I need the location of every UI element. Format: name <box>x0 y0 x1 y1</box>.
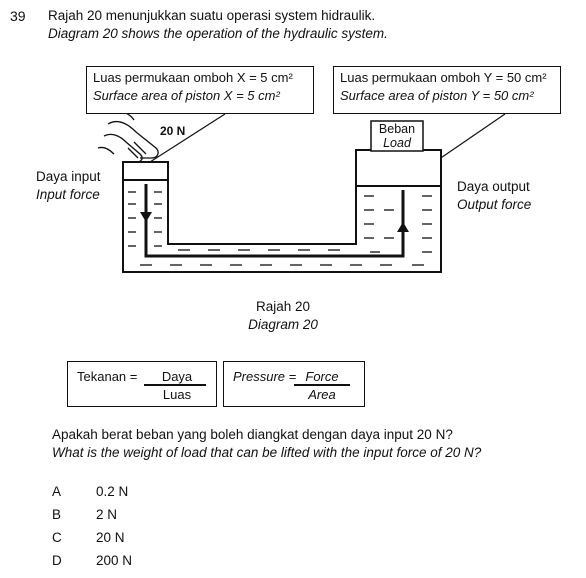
formula-english-numerator: Force <box>305 369 339 384</box>
piston-y-area-malay: Luas permukaan omboh Y = 50 cm² <box>340 70 547 85</box>
formula-english-fraction-bar <box>294 384 350 386</box>
input-force-value: 20 N <box>160 124 186 138</box>
formula-english-denominator: Area <box>308 387 336 402</box>
load-label: Beban Load <box>371 122 423 150</box>
output-force-label: Daya output Output force <box>457 178 531 214</box>
output-force-malay: Daya output <box>457 179 530 194</box>
formula-english-lhs: Pressure = <box>233 369 297 384</box>
option-a-text: 0.2 N <box>96 484 129 499</box>
diagram-caption-malay: Rajah 20 <box>255 299 311 314</box>
formula-malay-lhs: Tekanan = <box>77 369 138 384</box>
option-d-text: 200 N <box>96 553 133 568</box>
question-stem-english: Diagram 20 shows the operation of the hy… <box>48 26 388 41</box>
option-b-letter: B <box>52 507 62 522</box>
question-stem-malay: Rajah 20 menunjukkan suatu operasi syste… <box>48 8 376 23</box>
piston-y-area-english: Surface area of piston Y = 50 cm² <box>340 88 534 103</box>
option-b-text: 2 N <box>96 507 118 522</box>
question-number: 39 <box>10 8 26 24</box>
pressure-formula-malay: Tekanan = Daya Luas <box>67 361 217 407</box>
load-label-english: Load <box>383 136 411 150</box>
option-c-letter: C <box>52 530 62 545</box>
diagram-caption-english: Diagram 20 <box>248 317 318 332</box>
prompt-malay: Apakah berat beban yang boleh diangkat d… <box>52 427 453 442</box>
piston-y-area-box: Luas permukaan omboh Y = 50 cm² Surface … <box>333 66 561 114</box>
piston-x-area-english: Surface area of piston X = 5 cm² <box>93 88 280 103</box>
option-c-text: 20 N <box>96 530 125 545</box>
option-a-letter: A <box>52 484 62 499</box>
formula-malay-denominator: Luas <box>162 387 192 402</box>
load-label-malay: Beban <box>378 122 416 136</box>
input-force-malay: Daya input <box>36 169 101 184</box>
option-d-letter: D <box>52 553 62 568</box>
prompt-english: What is the weight of load that can be l… <box>52 445 482 460</box>
piston-x-area-malay: Luas permukaan omboh X = 5 cm² <box>93 70 293 85</box>
formula-malay-fraction-bar <box>144 384 206 386</box>
input-force-english: Input force <box>36 187 100 202</box>
diagram-caption: Rajah 20 Diagram 20 <box>218 298 348 334</box>
pressure-formula-english: Pressure = Force Area <box>223 361 365 407</box>
output-force-english: Output force <box>457 197 532 212</box>
input-force-label: Daya input Input force <box>36 168 101 204</box>
piston-x-area-box: Luas permukaan omboh X = 5 cm² Surface a… <box>86 66 314 114</box>
formula-malay-numerator: Daya <box>161 369 193 384</box>
